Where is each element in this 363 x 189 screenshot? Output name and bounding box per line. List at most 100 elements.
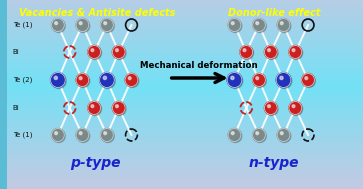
Bar — [7, 72, 363, 73]
Circle shape — [277, 74, 292, 88]
Bar — [7, 1, 363, 2]
Bar — [7, 23, 363, 24]
Bar — [7, 26, 363, 27]
Bar — [7, 30, 363, 31]
Bar — [7, 90, 363, 91]
Bar — [7, 186, 363, 187]
Bar — [7, 103, 363, 104]
Circle shape — [88, 46, 101, 59]
Circle shape — [268, 49, 270, 52]
Bar — [7, 96, 363, 97]
Circle shape — [256, 77, 258, 80]
Bar — [7, 121, 363, 122]
Bar — [7, 141, 363, 142]
Bar — [7, 114, 363, 115]
Bar — [7, 61, 363, 62]
Bar — [7, 178, 363, 179]
Bar — [7, 153, 363, 154]
Circle shape — [264, 46, 277, 59]
Bar — [7, 174, 363, 175]
Bar — [7, 85, 363, 86]
Bar — [7, 28, 363, 29]
Text: Bi: Bi — [13, 105, 20, 111]
Circle shape — [229, 19, 242, 33]
Bar — [7, 146, 363, 147]
Bar — [7, 148, 363, 149]
Circle shape — [53, 129, 65, 143]
Bar — [7, 111, 363, 112]
Circle shape — [91, 105, 94, 108]
Circle shape — [101, 19, 113, 32]
Bar — [7, 78, 363, 79]
Bar — [7, 84, 363, 85]
Circle shape — [115, 49, 118, 52]
Bar — [7, 168, 363, 169]
Bar — [7, 49, 363, 50]
Bar — [7, 182, 363, 183]
Bar — [7, 17, 363, 18]
Circle shape — [231, 22, 234, 25]
Bar — [7, 162, 363, 163]
Bar — [7, 181, 363, 182]
Circle shape — [277, 19, 290, 32]
Bar — [7, 27, 363, 28]
Bar — [7, 163, 363, 164]
Circle shape — [289, 46, 302, 59]
Bar — [7, 125, 363, 126]
Bar — [7, 106, 363, 107]
Circle shape — [115, 105, 118, 108]
Circle shape — [254, 129, 266, 143]
Bar — [7, 172, 363, 173]
Circle shape — [50, 73, 65, 88]
Bar — [7, 12, 363, 13]
Circle shape — [113, 46, 126, 60]
Bar — [7, 38, 363, 39]
Bar — [7, 169, 363, 170]
Bar — [7, 135, 363, 136]
Circle shape — [302, 74, 314, 87]
Circle shape — [254, 19, 266, 33]
Bar — [7, 64, 363, 65]
Bar — [7, 119, 363, 120]
Bar — [7, 43, 363, 44]
Bar — [7, 137, 363, 138]
Circle shape — [256, 132, 258, 135]
Circle shape — [253, 129, 265, 142]
Bar — [7, 143, 363, 144]
Bar — [7, 97, 363, 98]
Bar — [7, 57, 363, 58]
Bar — [7, 117, 363, 118]
Bar — [7, 99, 363, 100]
Bar — [7, 77, 363, 78]
Bar — [7, 29, 363, 30]
Bar — [7, 24, 363, 25]
Circle shape — [91, 49, 94, 52]
Bar — [7, 50, 363, 51]
Bar — [7, 58, 363, 59]
Bar — [7, 66, 363, 67]
Circle shape — [102, 19, 114, 33]
Circle shape — [292, 49, 295, 52]
Bar — [7, 56, 363, 57]
Bar — [7, 46, 363, 47]
Bar — [7, 108, 363, 109]
Circle shape — [76, 74, 89, 87]
Circle shape — [265, 102, 278, 115]
Circle shape — [89, 102, 102, 115]
Text: Donor-like effect: Donor-like effect — [228, 8, 320, 18]
Bar — [7, 127, 363, 128]
Bar — [7, 109, 363, 110]
Bar — [7, 150, 363, 151]
Circle shape — [243, 49, 246, 52]
Circle shape — [89, 46, 102, 60]
Bar — [7, 22, 363, 23]
Bar — [7, 118, 363, 119]
Bar — [7, 147, 363, 148]
Bar — [7, 18, 363, 19]
Bar — [7, 6, 363, 7]
Bar — [7, 173, 363, 174]
Circle shape — [55, 22, 57, 25]
Circle shape — [228, 129, 241, 142]
Bar — [7, 144, 363, 145]
Bar — [7, 188, 363, 189]
